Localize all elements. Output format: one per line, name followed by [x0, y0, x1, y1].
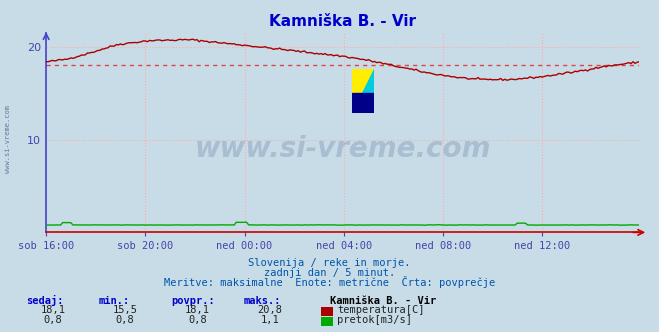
Text: www.si-vreme.com: www.si-vreme.com — [194, 135, 491, 163]
Text: temperatura[C]: temperatura[C] — [337, 305, 425, 315]
Text: zadnji dan / 5 minut.: zadnji dan / 5 minut. — [264, 268, 395, 278]
Text: 20,8: 20,8 — [258, 305, 283, 315]
Text: maks.:: maks.: — [244, 296, 281, 306]
Title: Kamniška B. - Vir: Kamniška B. - Vir — [269, 14, 416, 29]
Text: 18,1: 18,1 — [185, 305, 210, 315]
Text: povpr.:: povpr.: — [171, 296, 215, 306]
Text: 0,8: 0,8 — [43, 315, 62, 325]
Text: pretok[m3/s]: pretok[m3/s] — [337, 315, 413, 325]
Text: Meritve: maksimalne  Enote: metrične  Črta: povprečje: Meritve: maksimalne Enote: metrične Črta… — [164, 276, 495, 288]
Text: Slovenija / reke in morje.: Slovenija / reke in morje. — [248, 258, 411, 268]
Text: 1,1: 1,1 — [261, 315, 279, 325]
Text: 15,5: 15,5 — [113, 305, 138, 315]
Text: 0,8: 0,8 — [188, 315, 207, 325]
Text: www.si-vreme.com: www.si-vreme.com — [5, 106, 11, 173]
Text: Kamniška B. - Vir: Kamniška B. - Vir — [330, 296, 436, 306]
Text: sedaj:: sedaj: — [26, 295, 64, 306]
Text: 0,8: 0,8 — [116, 315, 134, 325]
Text: min.:: min.: — [99, 296, 130, 306]
Text: 18,1: 18,1 — [40, 305, 65, 315]
